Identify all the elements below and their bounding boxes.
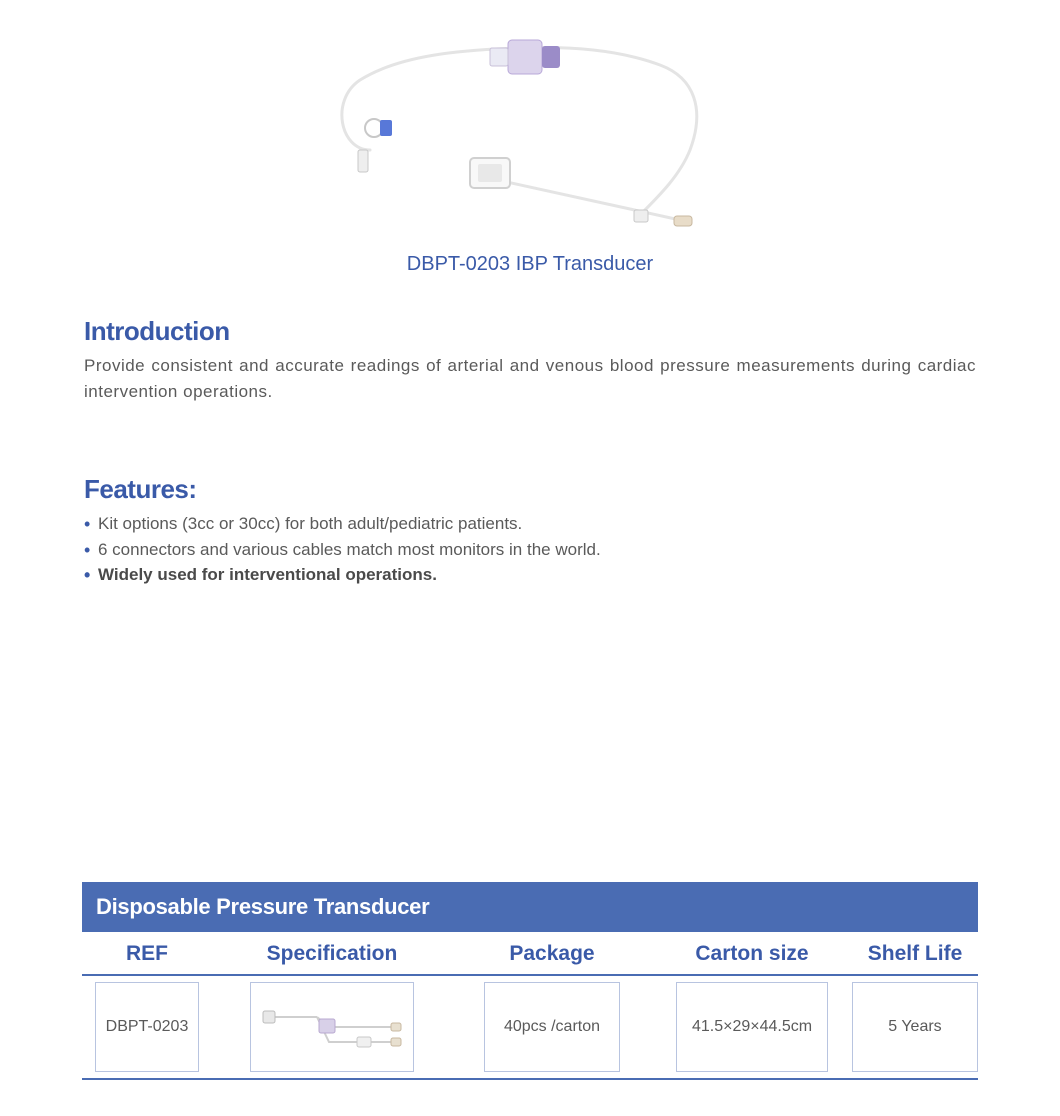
table-row: DBPT-0203 40pcs /carton 41.5×29×44.5cm [82, 976, 978, 1080]
product-caption: DBPT-0203 IBP Transducer [0, 253, 1060, 276]
cell-spec-image [250, 982, 414, 1072]
table-header-ref: REF [82, 942, 212, 966]
table-header-cart: Carton size [652, 942, 852, 966]
spec-table: Disposable Pressure Transducer REF Speci… [82, 882, 978, 1080]
product-illustration [310, 20, 750, 240]
introduction-heading: Introduction [84, 316, 976, 347]
cell-ref: DBPT-0203 [95, 982, 199, 1072]
features-list: Kit options (3cc or 30cc) for both adult… [84, 511, 976, 588]
cell-shelf-life: 5 Years [852, 982, 978, 1072]
cell-carton-size: 41.5×29×44.5cm [676, 982, 828, 1072]
table-header-pkg: Package [452, 942, 652, 966]
spec-thumbnail-icon [257, 987, 407, 1067]
feature-item: Widely used for interventional operation… [84, 562, 976, 588]
table-title: Disposable Pressure Transducer [82, 882, 978, 932]
product-image-region: DBPT-0203 IBP Transducer [0, 0, 1060, 276]
table-header-spec: Specification [212, 942, 452, 966]
features-heading: Features: [84, 474, 976, 505]
introduction-text: Provide consistent and accurate readings… [84, 353, 976, 404]
table-header-shelf: Shelf Life [852, 942, 978, 966]
feature-item: Kit options (3cc or 30cc) for both adult… [84, 511, 976, 537]
features-section: Features: Kit options (3cc or 30cc) for … [0, 474, 1060, 588]
cell-package: 40pcs /carton [484, 982, 620, 1072]
feature-item: 6 connectors and various cables match mo… [84, 537, 976, 563]
introduction-section: Introduction Provide consistent and accu… [0, 316, 1060, 404]
table-header-row: REF Specification Package Carton size Sh… [82, 932, 978, 976]
